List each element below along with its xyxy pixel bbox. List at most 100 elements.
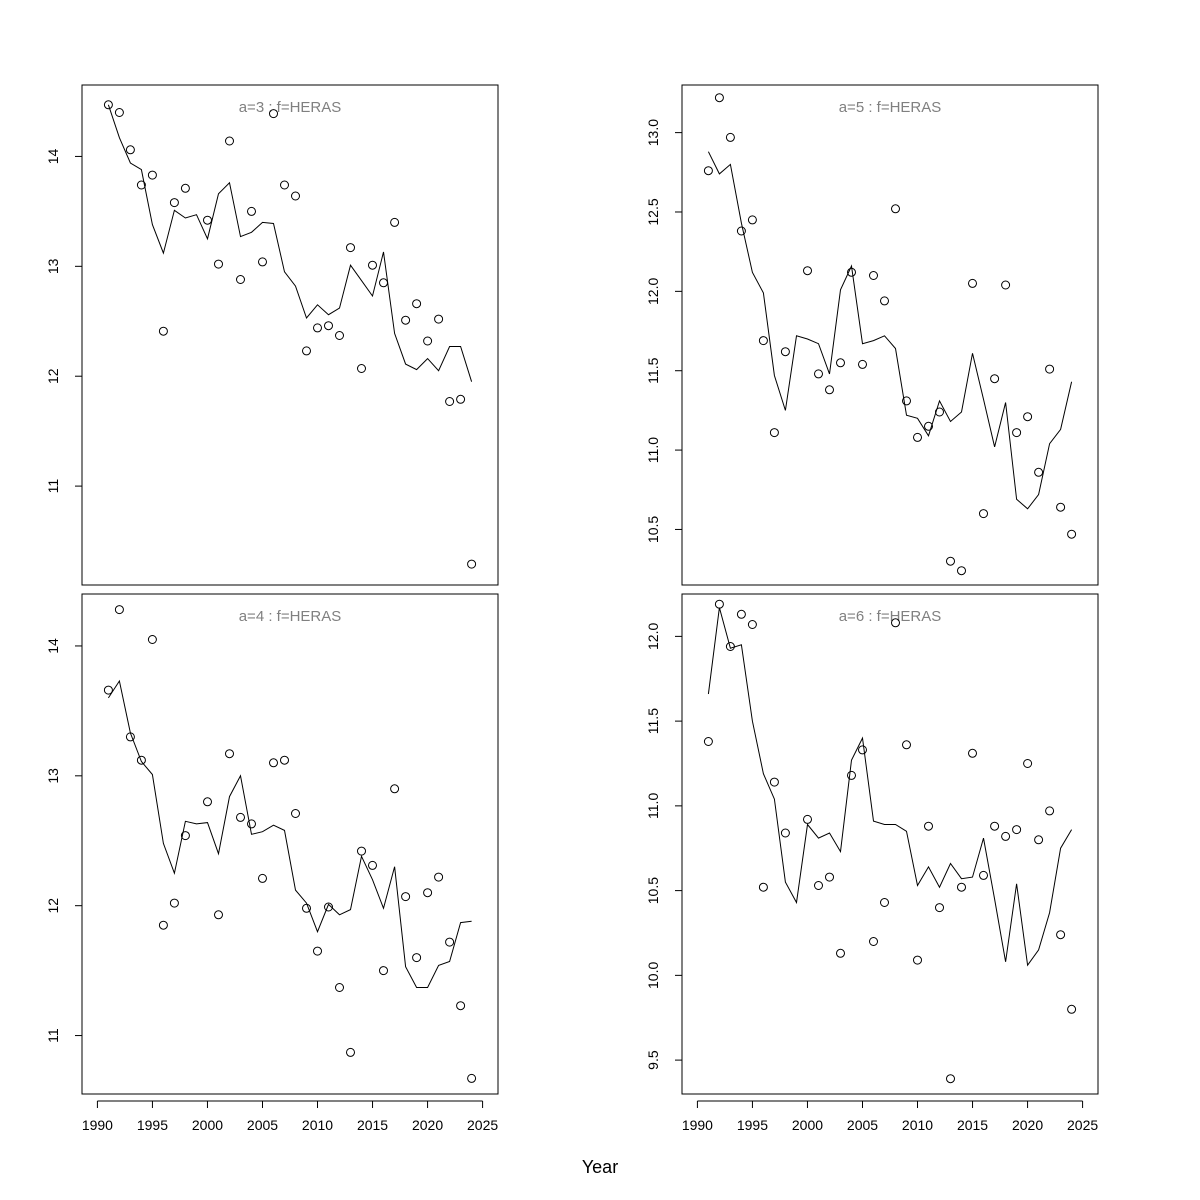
y-tick-label: 11 — [45, 479, 61, 494]
y-tick-label: 12.0 — [645, 278, 661, 305]
data-point — [924, 821, 933, 831]
data-point — [869, 271, 878, 280]
panel-title: a=3 : f=HERAS — [239, 99, 342, 116]
data-point — [214, 259, 223, 269]
data-point — [1067, 529, 1077, 539]
data-point — [346, 1047, 355, 1057]
x-tick-label: 1990 — [82, 1117, 113, 1133]
data-point — [357, 364, 366, 373]
x-axis-bottom-left: 1990 1995 2000 2005 2010 2015 2020 2025 — [82, 1100, 498, 1133]
x-axes-layer: 1990 1995 2000 2005 2010 2015 2020 2025 1990 1995… — [82, 1100, 1098, 1133]
data-point — [291, 191, 300, 201]
data-point — [1023, 759, 1033, 768]
data-point — [467, 559, 477, 569]
panel-title: a=4 : f=HERAS — [239, 608, 342, 625]
data-point — [703, 166, 713, 176]
panel-frame — [81, 593, 499, 1095]
data-point — [780, 347, 790, 357]
data-point — [324, 902, 333, 912]
data-point — [335, 331, 344, 340]
y-tick-label: 13.0 — [645, 119, 661, 146]
y-tick-label: 10.5 — [645, 516, 661, 543]
data-point — [1045, 364, 1055, 374]
x-tick-label: 2020 — [412, 1117, 443, 1133]
panel-frame — [681, 593, 1099, 1095]
y-tick-label: 11.5 — [645, 357, 661, 383]
data-point — [714, 599, 724, 609]
data-point — [780, 828, 790, 838]
data-point — [913, 432, 922, 442]
data-point — [714, 93, 724, 103]
y-tick-label: 13 — [45, 258, 61, 274]
data-point — [725, 132, 735, 142]
x-tick-label: 1995 — [137, 1117, 168, 1133]
data-point — [357, 846, 366, 856]
panels-layer: a=3 : f=HERAS 11 12 13 14 a=5 : f=HERAS 10.5 11… — [45, 84, 1099, 1095]
panel-frame — [81, 84, 499, 586]
data-point — [1012, 825, 1022, 835]
data-point — [103, 100, 113, 110]
data-point — [434, 314, 444, 324]
y-tick-label: 10.0 — [645, 962, 661, 989]
data-point — [225, 136, 234, 146]
data-point — [456, 1001, 466, 1011]
panel-top-left: a=3 : f=HERAS 11 12 13 14 — [45, 84, 499, 586]
data-point — [203, 797, 212, 807]
y-tick-label: 14 — [45, 638, 61, 654]
data-point — [180, 183, 190, 193]
data-point — [902, 396, 911, 406]
data-point — [236, 812, 245, 822]
data-point — [891, 204, 900, 214]
data-point — [1001, 280, 1011, 290]
data-point — [814, 881, 823, 890]
data-point — [847, 770, 856, 780]
data-point — [368, 260, 377, 270]
x-tick-label: 2000 — [792, 1117, 823, 1133]
y-tick-label: 12.0 — [645, 623, 661, 650]
data-point — [423, 888, 433, 898]
data-point — [169, 198, 179, 208]
data-point — [291, 809, 300, 818]
data-point — [456, 394, 466, 404]
data-point — [180, 831, 190, 841]
data-point — [935, 903, 944, 913]
y-tick-label: 11 — [45, 1028, 61, 1043]
data-point — [825, 385, 834, 395]
data-point — [147, 635, 157, 644]
y-tick-label: 11.5 — [645, 708, 661, 734]
data-point — [825, 872, 834, 882]
data-point — [1056, 930, 1066, 940]
x-tick-label: 2010 — [902, 1117, 933, 1133]
data-point — [258, 873, 267, 883]
data-point — [913, 955, 922, 965]
x-tick-label: 2005 — [847, 1117, 878, 1133]
data-point — [747, 620, 757, 629]
data-point — [136, 180, 146, 190]
data-point — [269, 109, 278, 119]
data-point — [136, 755, 146, 765]
data-point — [335, 983, 344, 992]
panel-title: a=6 : f=HERAS — [839, 608, 942, 625]
data-point — [946, 1074, 955, 1084]
data-point — [125, 145, 135, 155]
y-tick-label: 9.5 — [645, 1050, 661, 1070]
panel-frame — [681, 84, 1099, 586]
fit-line — [707, 607, 1073, 967]
data-point — [880, 296, 889, 306]
data-point — [858, 745, 867, 755]
x-axis-bottom-right: 1990 1995 2000 2005 2010 2015 2020 2025 — [682, 1100, 1098, 1133]
data-point — [346, 243, 355, 253]
data-point — [968, 748, 977, 758]
data-point — [836, 948, 845, 958]
data-point — [1034, 467, 1044, 477]
data-point — [302, 346, 311, 356]
data-point — [203, 215, 212, 225]
data-point — [445, 397, 455, 406]
data-point — [1056, 502, 1066, 512]
fit-line — [707, 151, 1073, 510]
x-tick-label: 2015 — [357, 1117, 388, 1133]
data-point — [990, 374, 1000, 384]
data-point — [1012, 428, 1022, 438]
data-point — [957, 566, 966, 576]
data-point — [990, 821, 1000, 831]
